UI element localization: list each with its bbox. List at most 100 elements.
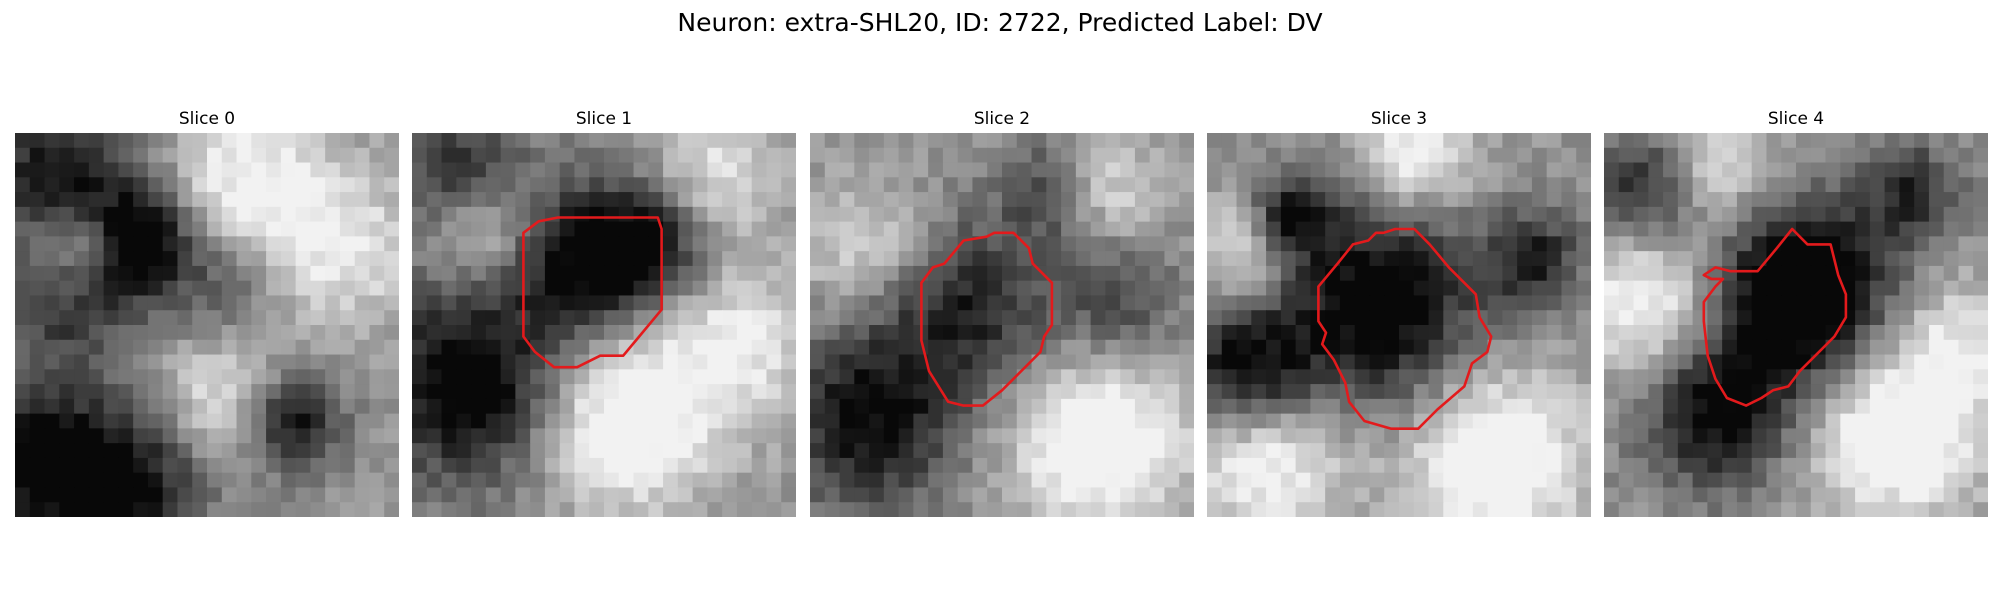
image-pixel xyxy=(485,310,502,326)
image-pixel xyxy=(339,457,356,474)
image-pixel xyxy=(1825,369,1841,385)
image-pixel xyxy=(1149,472,1166,489)
image-pixel xyxy=(192,251,208,267)
image-pixel xyxy=(722,206,738,223)
image-pixel xyxy=(574,487,590,503)
image-pixel xyxy=(1090,502,1106,517)
image-pixel xyxy=(1031,384,1047,400)
image-pixel xyxy=(633,310,649,326)
image-pixel xyxy=(1134,295,1151,311)
image-pixel xyxy=(677,162,694,178)
image-pixel xyxy=(1517,236,1533,252)
image-pixel xyxy=(544,162,561,178)
image-pixel xyxy=(177,236,193,252)
image-pixel xyxy=(1869,325,1886,341)
image-pixel xyxy=(1958,339,1974,356)
image-pixel xyxy=(1502,192,1518,208)
image-pixel xyxy=(1472,147,1489,164)
image-pixel xyxy=(59,251,75,267)
image-pixel xyxy=(1722,443,1738,459)
image-pixel xyxy=(1472,457,1489,474)
image-pixel xyxy=(1766,265,1782,282)
image-pixel xyxy=(1046,147,1062,164)
image-pixel xyxy=(1692,251,1708,267)
image-pixel xyxy=(74,354,90,370)
image-pixel xyxy=(1663,443,1679,459)
image-pixel xyxy=(1458,206,1474,223)
image-pixel xyxy=(1339,177,1356,193)
image-pixel xyxy=(1310,443,1326,459)
image-pixel xyxy=(1179,295,1194,311)
image-pixel xyxy=(1751,369,1768,385)
image-pixel xyxy=(1825,325,1841,341)
image-pixel xyxy=(295,384,311,400)
image-pixel xyxy=(604,339,620,356)
image-pixel xyxy=(266,162,282,178)
image-pixel xyxy=(1604,236,1620,252)
image-pixel xyxy=(59,177,75,193)
image-pixel xyxy=(677,236,694,252)
image-pixel xyxy=(1973,251,1988,267)
image-pixel xyxy=(1899,472,1915,489)
image-pixel xyxy=(618,310,635,326)
image-pixel xyxy=(192,162,208,178)
image-pixel xyxy=(766,147,782,164)
image-pixel xyxy=(29,472,46,489)
image-pixel xyxy=(310,310,326,326)
image-pixel xyxy=(384,192,399,208)
image-pixel xyxy=(589,457,605,474)
image-pixel xyxy=(1618,354,1635,370)
image-pixel xyxy=(1840,147,1856,164)
image-pixel xyxy=(1207,457,1223,474)
image-pixel xyxy=(1855,251,1871,267)
image-pixel xyxy=(1134,472,1151,489)
image-pixel xyxy=(325,280,341,297)
image-pixel xyxy=(221,147,238,164)
image-pixel xyxy=(1105,251,1121,267)
image-pixel xyxy=(221,295,238,311)
image-pixel xyxy=(722,354,738,370)
image-pixel xyxy=(854,487,870,503)
image-pixel xyxy=(1825,354,1841,370)
image-pixel xyxy=(633,428,649,444)
image-pixel xyxy=(1914,339,1930,356)
image-pixel xyxy=(118,265,134,282)
image-pixel xyxy=(1517,280,1533,297)
image-pixel xyxy=(1105,428,1121,444)
image-pixel xyxy=(1149,133,1166,149)
image-pixel xyxy=(1399,487,1415,503)
image-pixel xyxy=(471,133,487,149)
image-pixel xyxy=(1722,133,1738,149)
image-pixel xyxy=(1354,295,1371,311)
image-pixel xyxy=(1618,369,1635,385)
image-pixel xyxy=(1663,487,1679,503)
image-pixel xyxy=(1413,265,1430,282)
image-pixel xyxy=(1943,221,1960,237)
image-pixel xyxy=(1443,325,1459,341)
image-pixel xyxy=(1016,133,1033,149)
image-pixel xyxy=(574,192,590,208)
image-pixel xyxy=(692,413,708,429)
image-pixel xyxy=(1207,369,1223,385)
image-pixel xyxy=(236,472,252,489)
image-pixel xyxy=(1973,428,1988,444)
slice-title: Slice 4 xyxy=(1767,109,1825,129)
image-pixel xyxy=(1502,398,1518,415)
image-pixel xyxy=(942,487,959,503)
image-pixel xyxy=(44,413,60,429)
image-pixel xyxy=(957,472,974,489)
image-pixel xyxy=(1914,295,1930,311)
image-pixel xyxy=(1736,236,1753,252)
image-pixel xyxy=(1722,192,1738,208)
image-pixel xyxy=(722,221,738,237)
image-pixel xyxy=(1164,354,1180,370)
image-pixel xyxy=(1884,398,1900,415)
image-pixel xyxy=(957,192,974,208)
image-pixel xyxy=(266,502,282,517)
image-pixel xyxy=(384,236,399,252)
image-pixel xyxy=(663,384,679,400)
image-pixel xyxy=(1531,147,1548,164)
image-pixel xyxy=(74,177,90,193)
image-pixel xyxy=(441,384,457,400)
image-pixel xyxy=(354,413,371,429)
